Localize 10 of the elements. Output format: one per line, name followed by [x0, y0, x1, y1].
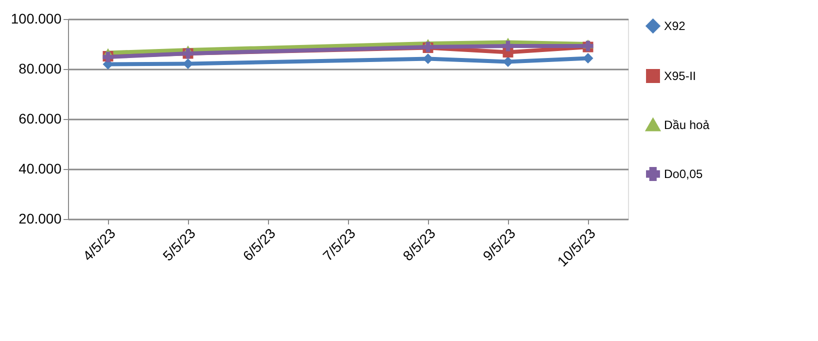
y-tick-label: 20.000 [18, 210, 62, 226]
legend-label: Do0,05 [664, 167, 704, 181]
legend-label: Dầu hoả [664, 118, 710, 132]
y-tick-label: 100.000 [10, 10, 62, 26]
point [502, 40, 514, 52]
legend-label: X95-II [664, 69, 696, 83]
y-tick-label: 40.000 [18, 160, 62, 176]
legend-label: X92 [664, 19, 686, 33]
y-tick-label: 60.000 [18, 110, 62, 126]
y-tick-label: 80.000 [18, 60, 62, 76]
